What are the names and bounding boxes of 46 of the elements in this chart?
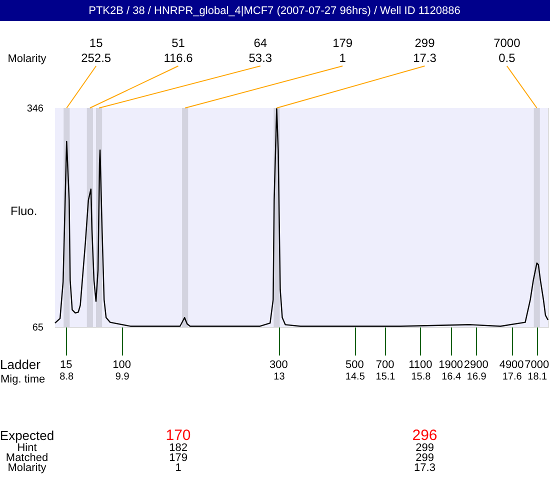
line-series — [54, 108, 549, 327]
text: 1900 — [438, 359, 464, 371]
text: Hint — [17, 442, 37, 454]
text: 1 — [175, 462, 182, 474]
x-tick-label: 9.9 — [115, 372, 130, 382]
text: 4900 — [499, 359, 524, 371]
annotation: 299 17.3 — [413, 36, 437, 65]
chart-title: PTK2B / 38 / HNRPR_global_4|MCF7 (2007-07-27 96hrs) / Well ID 1120886 — [88, 5, 460, 17]
y-tick-label: 346 — [26, 104, 44, 114]
text: 15 — [60, 359, 72, 371]
x-tick-label: 18.1 — [528, 372, 548, 382]
annotation: 64 53.3 — [248, 36, 272, 65]
text: 296 — [412, 427, 438, 444]
y-axis-title: Fluo. — [10, 204, 38, 218]
text: 299 — [416, 452, 434, 464]
text: 170 — [166, 427, 191, 444]
text: Molarity — [8, 462, 47, 474]
x-tick-label: 16.4 — [442, 372, 462, 382]
text: Expected — [0, 428, 54, 443]
text: 182 — [169, 442, 188, 454]
x-tick-label: 8.8 — [60, 372, 74, 382]
text: 300 — [270, 359, 288, 371]
annotation: 179 1 — [332, 36, 353, 65]
text: 2900 — [464, 359, 488, 371]
x-tick-label: 13 — [274, 372, 286, 382]
text: 17.3 — [414, 462, 436, 474]
text: Ladder — [0, 357, 42, 372]
x-tick-label: 15.1 — [376, 372, 396, 382]
annotation: 51 116.6 — [164, 36, 194, 65]
x-tick-label: 17.6 — [502, 372, 522, 382]
text: 179 — [169, 452, 188, 464]
x-tick-label: 15.8 — [411, 372, 432, 382]
text: 700 — [376, 359, 394, 371]
text: 500 — [345, 359, 364, 371]
x-tick-label: 14.5 — [345, 372, 366, 382]
annotation: 15 252.5 — [81, 36, 112, 65]
x-axis-title: Mig. time — [0, 374, 46, 386]
y-tick-label: 65 — [32, 322, 44, 334]
text: Matched — [6, 452, 48, 464]
text: 1100 — [408, 359, 432, 371]
text: 100 — [112, 359, 131, 371]
x-tick-label: 16.9 — [466, 372, 487, 382]
text: 299 — [416, 442, 434, 454]
annotation: 7000 0.5 — [494, 36, 521, 65]
text: Molarity — [8, 53, 47, 65]
text: 7000 — [524, 359, 550, 371]
